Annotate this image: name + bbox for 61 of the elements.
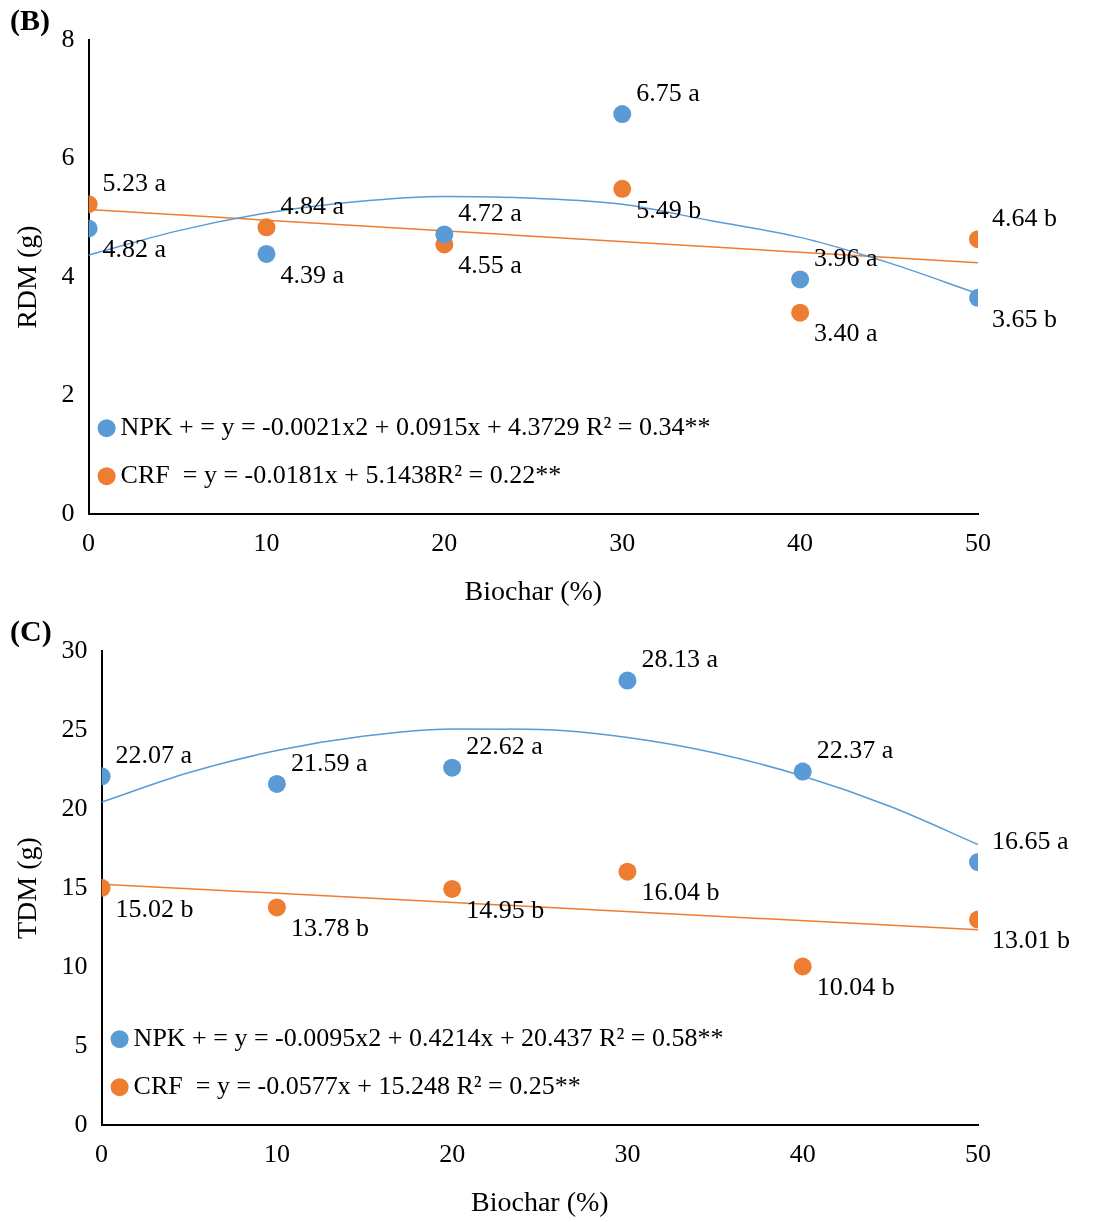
x-tick-label: 40 xyxy=(789,1138,816,1168)
point xyxy=(613,179,632,198)
legend-label: CRF = y = -0.0181x + 5.1438R² = 0.22** xyxy=(120,460,562,490)
x-tick-label: 30 xyxy=(614,1138,641,1168)
data-label: 4.39 a xyxy=(280,259,345,289)
point xyxy=(435,225,454,244)
x-tick-label: 50 xyxy=(965,527,991,557)
y-tick-label: 15 xyxy=(61,871,88,901)
y-tick-label: 4 xyxy=(61,260,75,290)
data-label: 22.62 a xyxy=(466,731,544,761)
point xyxy=(618,862,637,881)
data-label: 15.02 b xyxy=(115,893,194,923)
data-label: 4.72 a xyxy=(458,198,523,228)
data-label: 21.59 a xyxy=(290,747,368,777)
legend-label: NPK + = y = -0.0021x2 + 0.0915x + 4.3729 R² = 0.34** xyxy=(120,412,711,442)
x-tick-label: 20 xyxy=(431,527,458,557)
data-label: 16.65 a xyxy=(992,825,1069,855)
data-label: 4.55 a xyxy=(458,250,523,280)
x-axis-title: Biochar (%) xyxy=(471,1185,609,1217)
data-label: 22.07 a xyxy=(115,740,193,770)
data-label: 6.75 a xyxy=(636,77,701,107)
data-label: 10.04 b xyxy=(816,972,895,1002)
y-tick-label: 25 xyxy=(61,713,88,743)
y-axis-title: TDM (g) xyxy=(11,837,43,940)
y-tick-label: 30 xyxy=(61,634,88,664)
y-tick-label: 20 xyxy=(61,792,88,822)
data-label: 22.37 a xyxy=(816,735,894,765)
y-tick-label: 5 xyxy=(74,1029,88,1059)
legend-label: NPK + = y = -0.0095x2 + 0.4214x + 20.437 R² = 0.58** xyxy=(133,1023,724,1053)
data-label: 4.64 b xyxy=(992,202,1057,232)
data-label: 13.78 b xyxy=(290,913,369,943)
chart-title: (C) xyxy=(10,613,52,648)
data-label: 28.13 a xyxy=(641,644,719,674)
x-tick-label: 10 xyxy=(263,1138,290,1168)
legend-label: CRF = y = -0.0577x + 15.248 R² = 0.25** xyxy=(133,1071,581,1101)
line-series xyxy=(101,728,978,846)
data-label: 4.82 a xyxy=(102,234,167,264)
y-tick-label: 0 xyxy=(74,1109,88,1139)
x-tick-label: 30 xyxy=(609,527,636,557)
y-tick-label: 8 xyxy=(61,23,75,53)
point xyxy=(443,758,462,777)
data-label: 5.23 a xyxy=(102,168,167,198)
x-tick-label: 0 xyxy=(95,1138,109,1168)
point xyxy=(443,879,462,898)
data-label: 16.04 b xyxy=(641,877,720,907)
chart-title: (B) xyxy=(10,2,50,37)
data-label: 3.65 b xyxy=(992,303,1057,333)
y-axis-title: RDM (g) xyxy=(11,225,43,329)
x-tick-label: 10 xyxy=(253,527,280,557)
x-tick-label: 40 xyxy=(787,527,814,557)
y-tick-label: 2 xyxy=(61,379,75,409)
data-label: 3.40 a xyxy=(814,318,879,348)
y-tick-label: 0 xyxy=(61,498,75,528)
y-tick-label: 10 xyxy=(61,950,88,980)
point xyxy=(618,671,637,690)
x-axis-title: Biochar (%) xyxy=(464,574,603,606)
point xyxy=(613,105,632,124)
y-tick-label: 6 xyxy=(61,142,75,172)
x-tick-label: 20 xyxy=(439,1138,466,1168)
x-tick-label: 50 xyxy=(965,1138,991,1168)
data-label: 13.01 b xyxy=(992,925,1070,955)
